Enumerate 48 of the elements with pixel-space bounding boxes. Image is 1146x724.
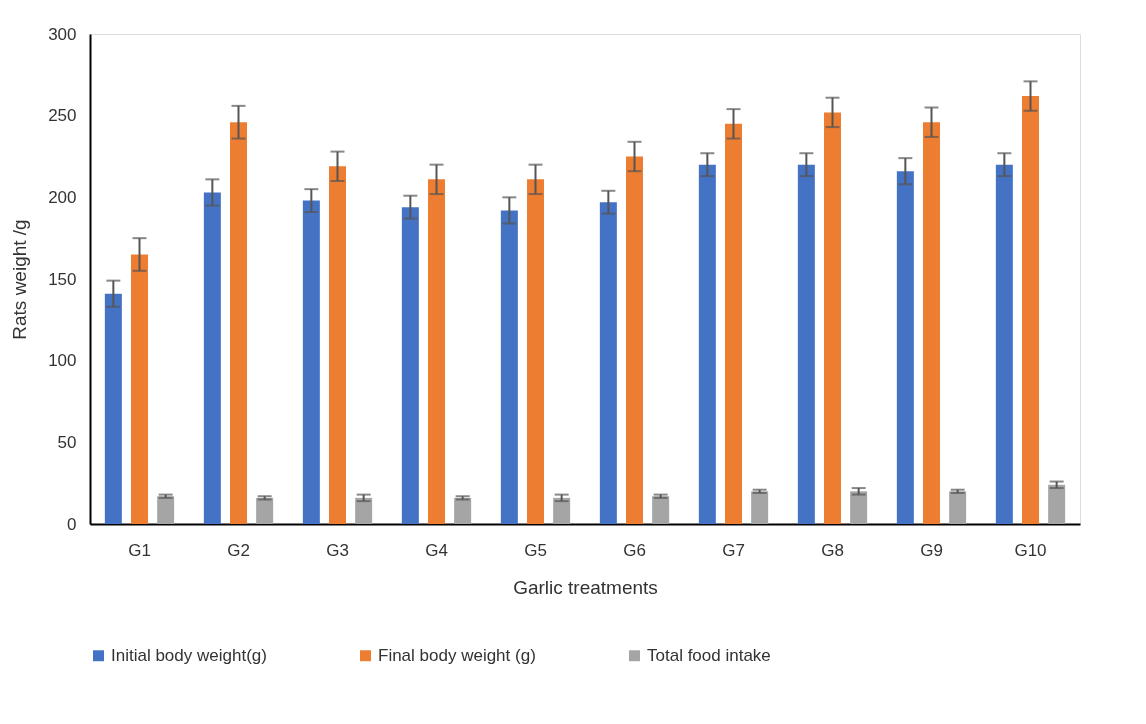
bar <box>329 166 346 524</box>
bar <box>104 293 122 524</box>
y-tick-label: 150 <box>48 269 77 289</box>
y-tick-label: 0 <box>67 514 77 534</box>
legend-label: Total food intake <box>647 645 771 665</box>
x-tick-label: G2 <box>227 540 250 560</box>
y-tick-label: 200 <box>48 187 77 207</box>
x-tick-label: G3 <box>326 540 349 560</box>
bar <box>256 497 274 524</box>
bar <box>599 202 617 524</box>
y-tick-label: 250 <box>48 106 77 126</box>
y-tick-label: 300 <box>48 24 77 44</box>
x-tick-label: G9 <box>920 540 943 560</box>
x-axis-title: Garlic treatments <box>513 576 658 598</box>
y-tick-label: 100 <box>48 351 77 371</box>
x-tick-label: G4 <box>425 540 448 560</box>
bar <box>725 123 742 524</box>
y-axis-title: Rats weight /g <box>9 219 31 340</box>
x-tick-label: G7 <box>722 540 745 560</box>
bar <box>500 210 518 524</box>
bar <box>157 496 175 524</box>
bar <box>401 207 419 524</box>
bar <box>949 491 967 524</box>
bar <box>896 171 914 524</box>
bar <box>652 496 670 524</box>
bar <box>995 164 1013 524</box>
bar <box>428 179 445 524</box>
bar <box>302 200 320 524</box>
bar <box>824 112 841 524</box>
legend-label: Final body weight (g) <box>378 645 536 665</box>
bar <box>626 156 643 524</box>
x-tick-label: G5 <box>524 540 547 560</box>
y-tick-label: 50 <box>57 432 77 452</box>
x-tick-label: G8 <box>821 540 844 560</box>
x-tick-label: G1 <box>128 540 151 560</box>
bar <box>230 122 247 524</box>
bar <box>527 179 544 524</box>
bar <box>698 164 716 524</box>
bar <box>923 122 940 524</box>
bar <box>1022 96 1039 524</box>
bar <box>203 192 221 524</box>
bar <box>454 497 472 524</box>
bar <box>131 254 148 524</box>
bar <box>751 491 769 524</box>
x-tick-label: G6 <box>623 540 646 560</box>
bar <box>797 164 815 524</box>
legend-label: Initial body weight(g) <box>111 645 267 665</box>
x-tick-label: G10 <box>1014 540 1047 560</box>
